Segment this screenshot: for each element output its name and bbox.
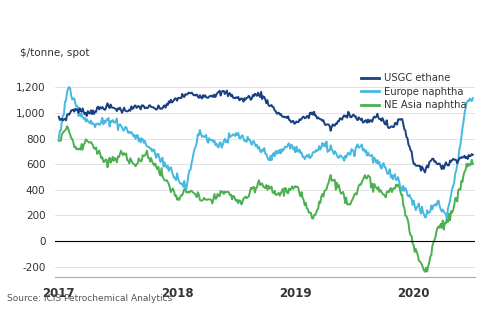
Text: Source: ICIS Petrochemical Analytics: Source: ICIS Petrochemical Analytics bbox=[7, 294, 172, 303]
Text: Global HDPE margins - US loses advantage: Global HDPE margins - US loses advantage bbox=[7, 17, 361, 32]
Legend: USGC ethane, Europe naphtha, NE Asia naphtha: USGC ethane, Europe naphtha, NE Asia nap… bbox=[357, 69, 470, 114]
Text: $/tonne, spot: $/tonne, spot bbox=[20, 48, 89, 58]
